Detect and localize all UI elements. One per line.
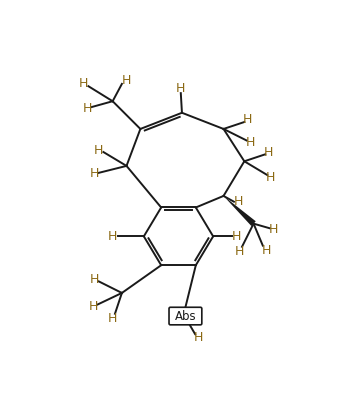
Text: H: H [90, 168, 99, 181]
FancyBboxPatch shape [169, 307, 202, 325]
Text: H: H [264, 146, 273, 158]
Text: H: H [90, 273, 99, 286]
Text: H: H [176, 82, 185, 95]
Text: H: H [83, 102, 92, 115]
Text: H: H [193, 331, 203, 344]
Text: H: H [232, 230, 241, 243]
Text: H: H [234, 195, 243, 208]
Text: H: H [79, 77, 89, 90]
Text: H: H [108, 230, 117, 243]
Text: H: H [235, 245, 244, 258]
Text: H: H [266, 171, 276, 184]
Text: H: H [243, 113, 252, 126]
Text: H: H [94, 144, 103, 158]
Text: H: H [108, 312, 117, 325]
Text: H: H [245, 136, 255, 149]
Text: H: H [269, 223, 278, 236]
Text: H: H [122, 74, 131, 87]
Text: H: H [88, 300, 98, 313]
Polygon shape [223, 196, 256, 226]
Text: Abs: Abs [175, 310, 196, 323]
Text: H: H [262, 244, 271, 257]
